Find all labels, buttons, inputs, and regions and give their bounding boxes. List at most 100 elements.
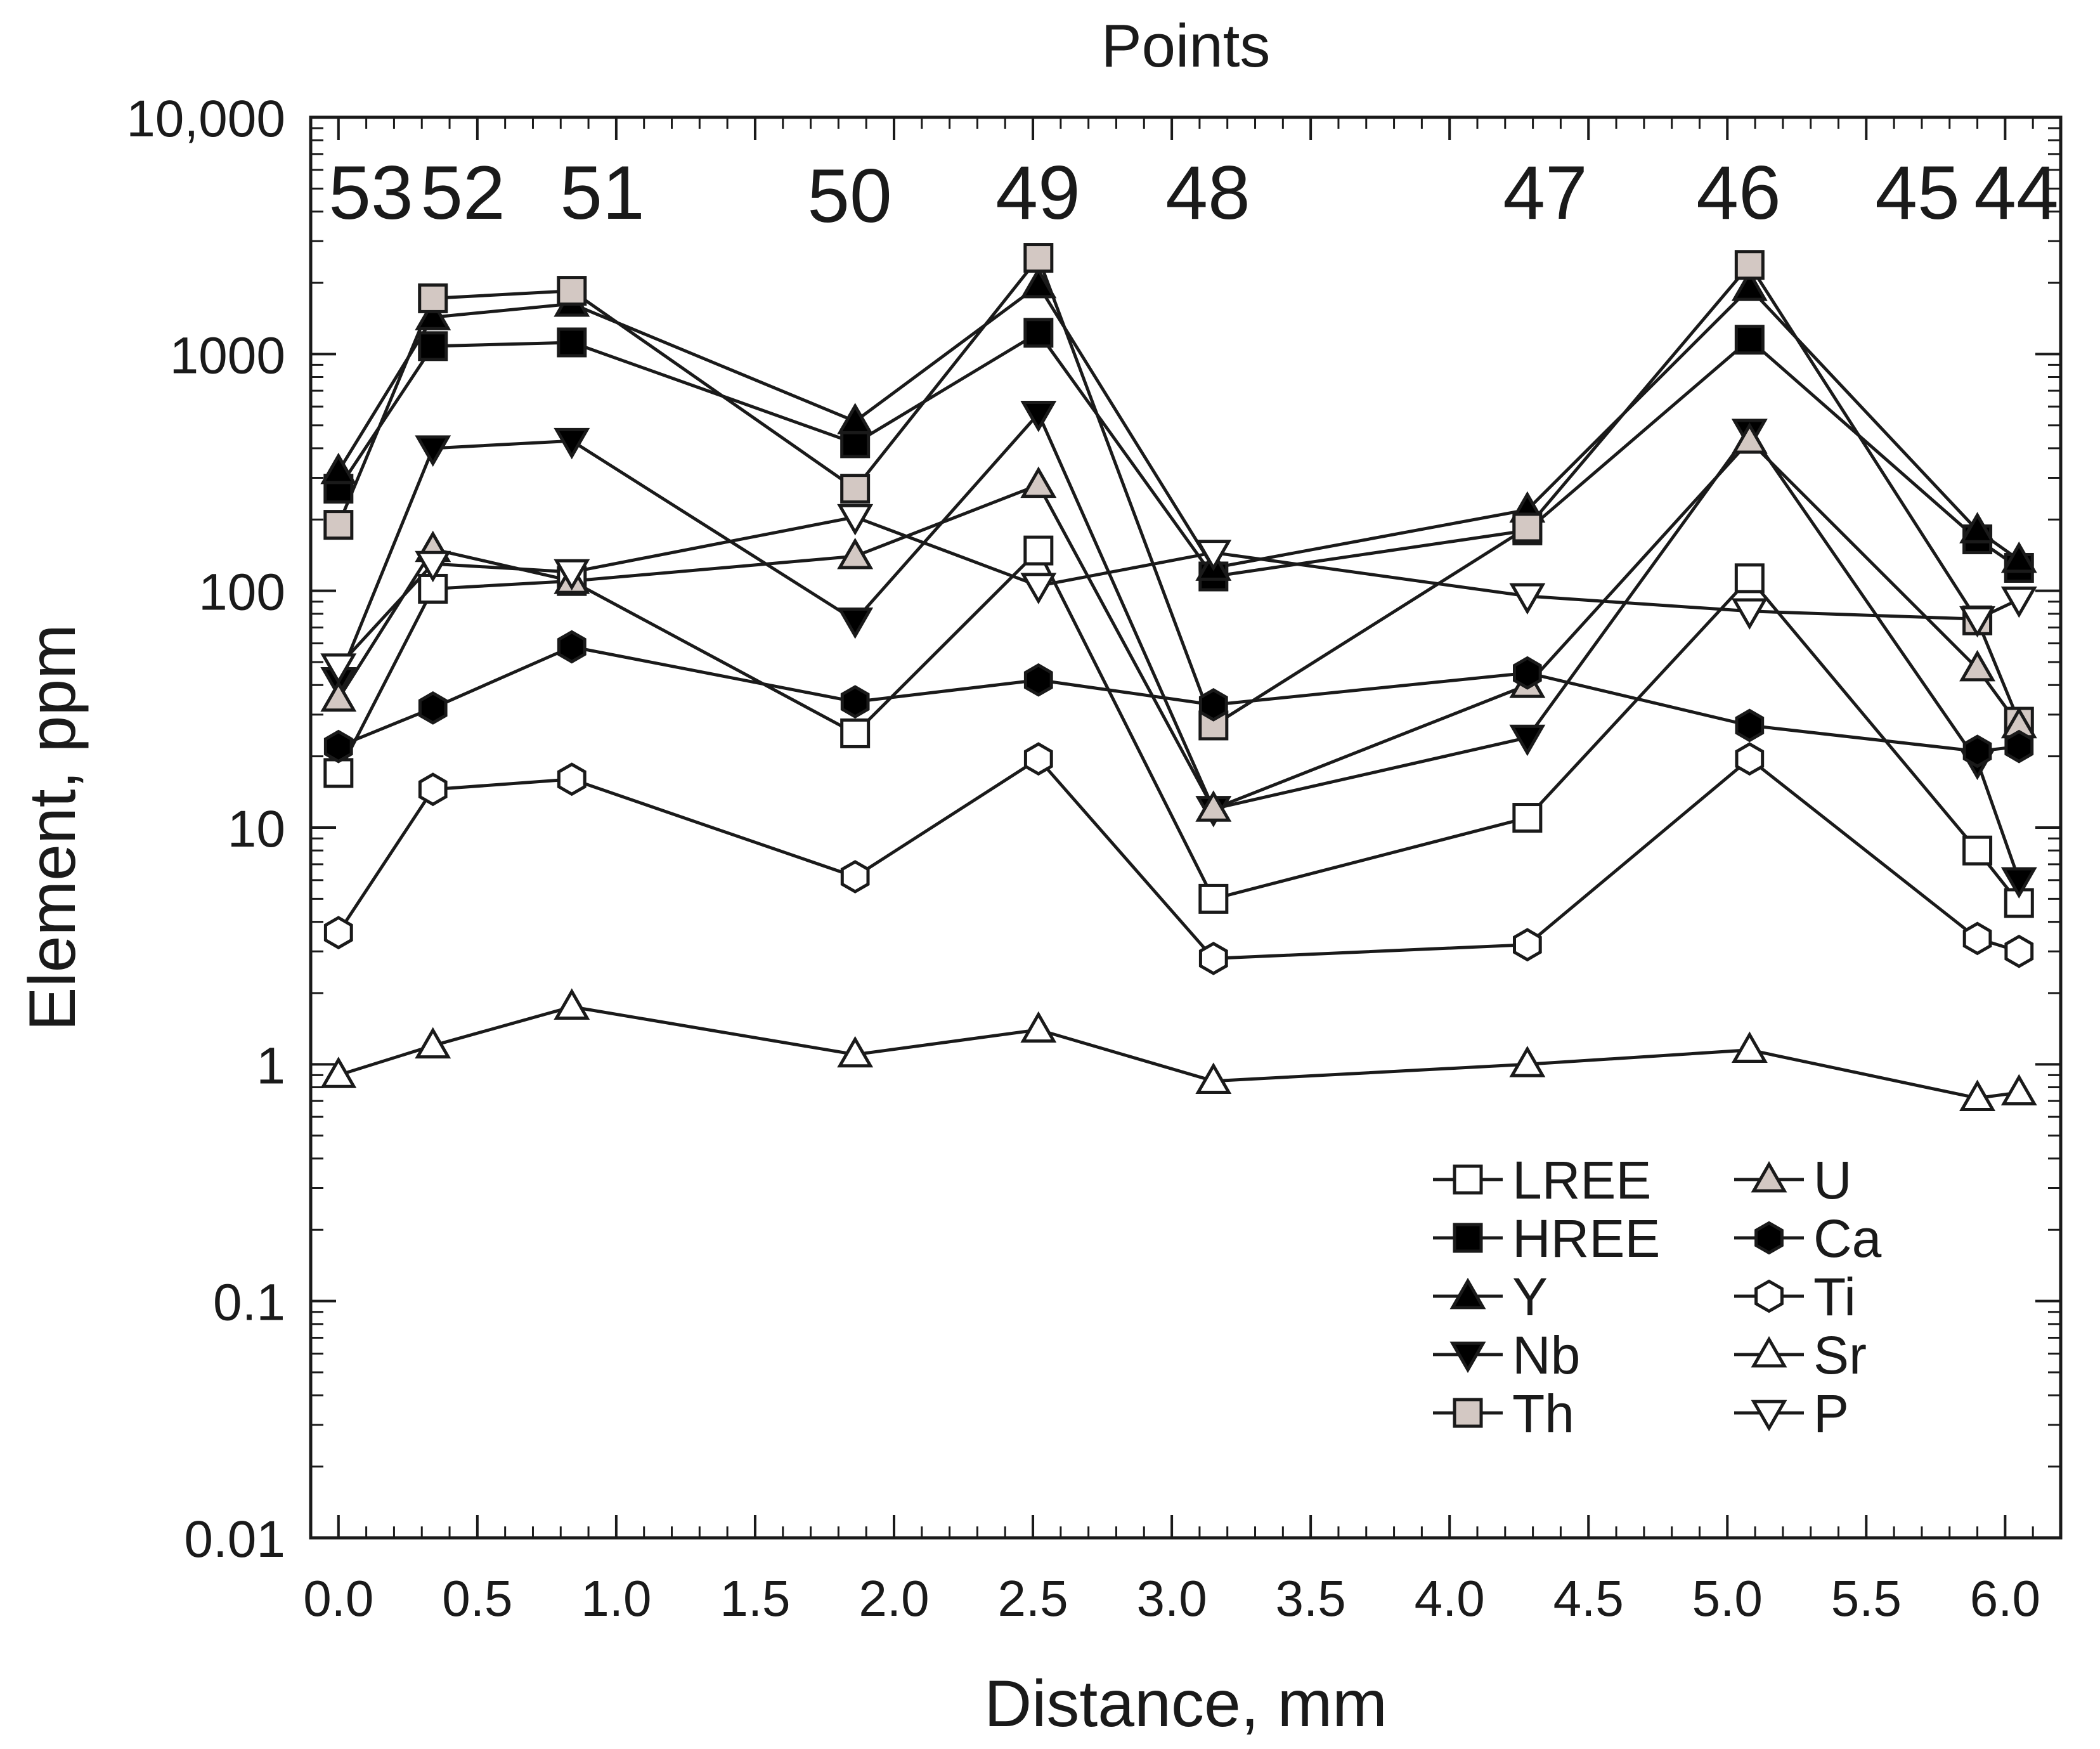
data-point-lree <box>1023 535 1054 566</box>
data-point-ca <box>418 691 448 725</box>
data-point-sr <box>1020 1011 1057 1043</box>
point-label-49: 49 <box>995 150 1080 235</box>
legend-item-hree: HREE <box>1433 1209 1660 1268</box>
series-line-lree <box>337 547 2021 904</box>
series-markers-u <box>320 422 2037 822</box>
data-point-ca <box>1198 688 1228 722</box>
data-point-sr <box>2000 1074 2037 1106</box>
data-point-ti <box>323 916 353 950</box>
data-point-th <box>418 283 448 313</box>
data-point-p <box>320 653 357 685</box>
data-point-lree <box>1962 835 1993 866</box>
data-point-ca <box>1735 708 1765 743</box>
legend-marker-sr <box>1751 1336 1787 1368</box>
series-ti <box>337 757 2020 960</box>
data-point-nb <box>415 435 451 467</box>
data-point-nb <box>1509 724 1546 757</box>
x-tick-label: 5.0 <box>1692 1570 1763 1627</box>
series-p <box>337 515 2020 668</box>
series-markers-sr <box>320 988 2037 1111</box>
data-point-u <box>1195 790 1232 822</box>
point-label-48: 48 <box>1165 150 1250 235</box>
data-point-th <box>1512 512 1543 543</box>
data-point-nb <box>554 427 590 460</box>
data-point-th <box>840 474 871 504</box>
legend-marker-p <box>1751 1400 1787 1432</box>
series-markers-ca <box>323 630 2034 769</box>
data-point-sr <box>1959 1079 1996 1111</box>
legend-item-p: P <box>1734 1384 1849 1443</box>
data-point-ti <box>1513 928 1542 962</box>
data-point-p <box>1509 583 1546 615</box>
x-tick-label: 1.0 <box>581 1570 651 1627</box>
y-tick-label: 10 <box>228 800 285 858</box>
series-layer <box>320 243 2037 1111</box>
legend-item-lree: LREE <box>1433 1150 1651 1210</box>
legend-item-y: Y <box>1433 1267 1548 1327</box>
data-point-y <box>837 403 874 434</box>
series-line-ti <box>337 757 2020 960</box>
x-tick-label: 1.5 <box>720 1570 790 1627</box>
data-point-hree <box>1023 318 1054 348</box>
data-point-p <box>1731 598 1768 630</box>
point-label-53: 53 <box>328 150 413 235</box>
data-point-ti <box>418 772 448 807</box>
x-tick-label: 2.0 <box>859 1570 929 1627</box>
y-tick-label: 0.1 <box>213 1274 285 1332</box>
legend-label-th: Th <box>1512 1384 1574 1443</box>
data-point-nb <box>1020 400 1057 432</box>
x-axis-label: Distance, mm <box>984 1667 1387 1741</box>
data-point-y <box>2000 541 2037 573</box>
legend-item-ca: Ca <box>1734 1209 1882 1268</box>
data-point-ti <box>1198 942 1228 975</box>
data-point-ca <box>2004 729 2034 764</box>
series-line-p <box>337 515 2020 668</box>
x-tick-label: 4.0 <box>1415 1570 1485 1627</box>
data-point-hree <box>557 327 587 358</box>
data-point-ti <box>840 860 870 894</box>
point-label-51: 51 <box>560 150 644 235</box>
data-point-p <box>837 504 874 536</box>
legend-label-u: U <box>1813 1150 1852 1210</box>
data-point-hree <box>418 331 448 361</box>
point-label-47: 47 <box>1503 150 1587 235</box>
data-point-sr <box>1731 1031 1768 1063</box>
data-point-sr <box>837 1036 874 1068</box>
y-axis-label: Element, ppm <box>16 624 89 1031</box>
point-labels: 53 52 51 50 49 48 47 46 45 44 <box>328 150 2058 238</box>
data-point-ca <box>323 729 353 764</box>
data-point-p <box>1020 573 1057 604</box>
legend-marker-lree <box>1453 1164 1483 1195</box>
data-point-u <box>1959 649 1996 682</box>
data-point-lree <box>1512 803 1543 833</box>
series-nb <box>337 410 2021 881</box>
data-point-sr <box>320 1057 357 1088</box>
data-point-ti <box>1962 921 1992 956</box>
data-point-th <box>323 510 354 540</box>
legend-label-ca: Ca <box>1813 1209 1882 1268</box>
x-tick-label: 2.5 <box>997 1570 1068 1627</box>
data-point-nb <box>837 607 874 639</box>
legend-label-y: Y <box>1512 1267 1548 1327</box>
series-markers-hree <box>323 318 2034 592</box>
y-tick-label: 1 <box>256 1037 285 1095</box>
legend-label-p: P <box>1813 1384 1849 1443</box>
x-tick-label: 0.5 <box>442 1570 512 1627</box>
data-point-lree <box>1198 883 1229 914</box>
chart-title: Points <box>1101 12 1271 80</box>
axis-tick-labels: 0.0 0.5 1.0 1.5 2.0 2.5 3.0 3.5 4.0 4.5 5.0 5.5 6.0 0… <box>126 90 2040 1627</box>
data-point-y <box>1020 266 1057 299</box>
data-point-y <box>320 452 357 484</box>
legend-marker-u <box>1751 1161 1787 1193</box>
point-label-52: 52 <box>420 150 505 235</box>
legend-marker-nb <box>1449 1341 1486 1374</box>
data-point-ca <box>1513 656 1542 690</box>
series-markers-p <box>320 504 2037 685</box>
data-point-sr <box>1509 1046 1546 1077</box>
legend-label-nb: Nb <box>1512 1325 1580 1385</box>
data-point-p <box>1195 540 1232 571</box>
legend-item-nb: Nb <box>1433 1325 1580 1385</box>
series-u <box>337 438 2021 811</box>
legend-marker-y <box>1449 1277 1486 1310</box>
